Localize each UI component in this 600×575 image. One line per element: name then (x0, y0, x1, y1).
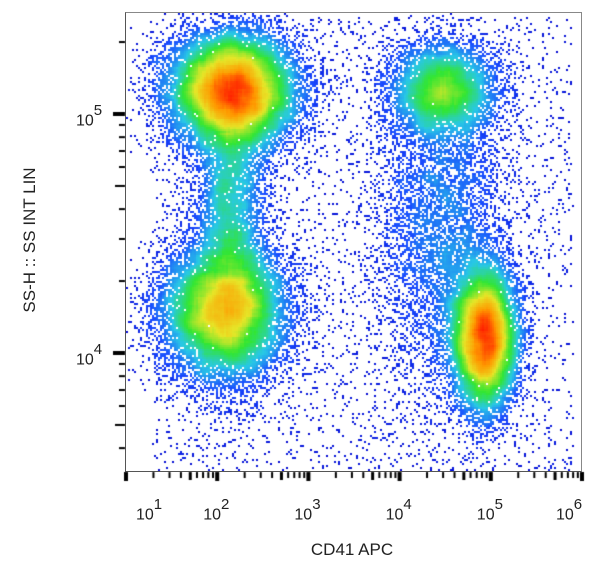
y-tick-label: 105 (76, 102, 103, 130)
x-axis-title: CD41 APC (310, 540, 394, 559)
y-tick-label: 104 (76, 341, 103, 369)
x-tick-label: 105 (476, 496, 503, 524)
x-tick-label: 102 (203, 496, 230, 524)
x-tick-label: 101 (136, 496, 163, 524)
x-tick-label: 103 (294, 496, 321, 524)
x-tick-label: 104 (385, 496, 412, 524)
x-tick-label: 106 (556, 496, 583, 524)
y-axis-title: SS-H :: SS INT LIN (20, 167, 39, 313)
